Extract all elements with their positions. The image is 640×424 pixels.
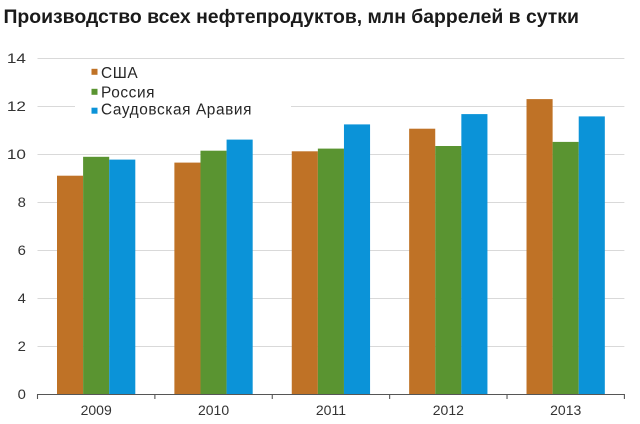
svg-text:8: 8 bbox=[18, 196, 26, 211]
svg-text:США: США bbox=[101, 65, 138, 82]
svg-text:4: 4 bbox=[18, 292, 26, 307]
svg-text:2010: 2010 bbox=[198, 402, 229, 418]
svg-text:6: 6 bbox=[18, 244, 26, 259]
svg-text:14: 14 bbox=[7, 52, 27, 67]
svg-text:2: 2 bbox=[18, 340, 26, 355]
svg-text:10: 10 bbox=[7, 148, 26, 163]
svg-text:2009: 2009 bbox=[81, 402, 112, 418]
svg-text:12: 12 bbox=[7, 100, 26, 115]
svg-text:2012: 2012 bbox=[433, 402, 464, 418]
svg-text:2011: 2011 bbox=[316, 402, 346, 418]
svg-text:0: 0 bbox=[18, 388, 26, 403]
svg-text:Россия: Россия bbox=[101, 84, 155, 101]
svg-text:Производство всех нефтепродукт: Производство всех нефтепродуктов, млн ба… bbox=[4, 6, 579, 28]
svg-text:2013: 2013 bbox=[550, 402, 581, 418]
svg-text:Саудовская Аравия: Саудовская Аравия bbox=[101, 101, 252, 118]
